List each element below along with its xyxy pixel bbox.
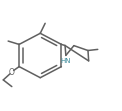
Text: HN: HN [60,58,71,64]
Text: O: O [9,68,15,77]
